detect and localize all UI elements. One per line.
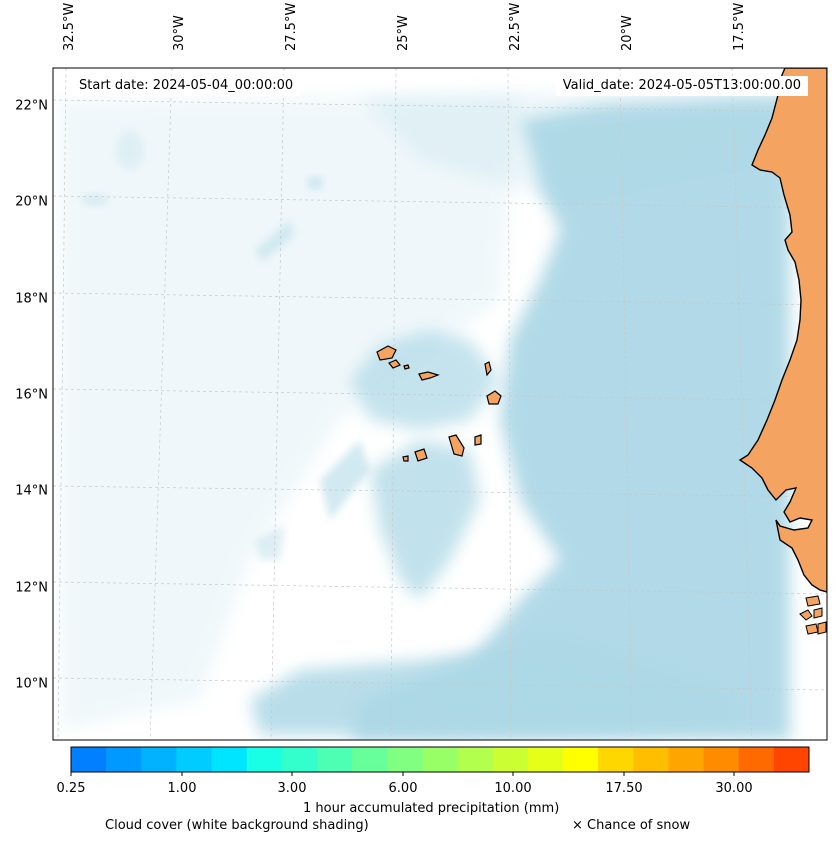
colorbar-tick-label: 30.00 bbox=[715, 781, 753, 796]
cloud-plume-south bbox=[250, 640, 740, 735]
colorbar-segment bbox=[422, 747, 459, 772]
colorbar-segment bbox=[246, 747, 283, 772]
colorbar-segment bbox=[317, 747, 353, 772]
colorbar-segment bbox=[527, 747, 564, 772]
graticule bbox=[53, 68, 827, 740]
lat-tick-label: 10°N bbox=[15, 676, 48, 692]
land-layer bbox=[738, 68, 827, 635]
lat-tick-label: 22°N bbox=[15, 98, 48, 114]
coastal-island-b bbox=[799, 609, 813, 621]
cloud-main-mass bbox=[350, 95, 790, 740]
meridian bbox=[149, 68, 173, 740]
colorbar-segment bbox=[773, 747, 810, 772]
meridian bbox=[390, 68, 397, 740]
lon-tick-label: 17.5°W bbox=[732, 2, 747, 51]
colorbar-segment bbox=[457, 747, 494, 772]
meridian bbox=[57, 68, 67, 740]
lat-tick-label: 20°N bbox=[15, 194, 48, 210]
colorbar-segment bbox=[738, 747, 775, 772]
island-boa-vista bbox=[486, 390, 502, 405]
colorbar-segment bbox=[71, 747, 107, 772]
island-santa-luzia bbox=[403, 364, 410, 370]
island-maio bbox=[474, 434, 482, 446]
cloud-cover-legend: Cloud cover (white background shading) bbox=[105, 818, 369, 833]
colorbar-segment bbox=[668, 747, 705, 772]
colorbar-tick-label: 6.00 bbox=[388, 781, 418, 796]
meridian bbox=[270, 68, 285, 740]
colorbar-segment bbox=[106, 747, 142, 772]
colorbar-segment bbox=[492, 747, 529, 772]
cloud-blob-1 bbox=[307, 176, 323, 190]
coastal-island-a bbox=[805, 595, 821, 607]
cloud-blob-2 bbox=[81, 194, 109, 206]
colorbar-tick-label: 1.00 bbox=[167, 781, 197, 796]
colorbar-tick-marks bbox=[70, 772, 735, 776]
island-sal bbox=[484, 361, 492, 377]
island-fogo bbox=[414, 448, 428, 462]
cloud-streak-2 bbox=[255, 220, 295, 262]
colorbar-segment bbox=[141, 747, 177, 772]
island-santiago bbox=[448, 434, 465, 457]
colorbar-segment bbox=[211, 747, 248, 772]
colorbar-segment bbox=[563, 747, 599, 772]
cloud-streak-3 bbox=[255, 525, 285, 560]
snow-legend: × Chance of snow bbox=[572, 818, 691, 833]
cloud-band-central bbox=[370, 440, 480, 600]
valid-date-label: Valid_date: 2024-05-05T13:00:00.00 bbox=[555, 76, 808, 96]
colorbar-tick-label: 17.50 bbox=[605, 781, 643, 796]
african-coast bbox=[738, 68, 827, 593]
cape-verde-islands bbox=[376, 345, 502, 462]
coastal-island-e bbox=[817, 621, 827, 635]
meridian bbox=[507, 68, 512, 740]
colorbar-segment bbox=[281, 747, 318, 772]
colorbar-segment bbox=[176, 747, 213, 772]
island-brava bbox=[402, 455, 409, 462]
colorbar-segment bbox=[352, 747, 388, 772]
cloud-streak-1 bbox=[320, 440, 370, 520]
lon-tick-label: 30°W bbox=[172, 15, 187, 51]
coastal-island-c bbox=[813, 607, 823, 619]
colorbar-tick-label: 10.00 bbox=[494, 781, 532, 796]
lon-tick-label: 20°W bbox=[620, 15, 635, 51]
lat-tick-label: 14°N bbox=[15, 483, 48, 499]
meridian bbox=[731, 68, 753, 740]
meridian bbox=[619, 68, 633, 740]
lat-tick-label: 12°N bbox=[15, 580, 48, 596]
colorbar-frame bbox=[70, 746, 810, 773]
colorbar-segment bbox=[387, 747, 423, 772]
colorbar bbox=[71, 747, 810, 772]
colorbar-label: 1 hour accumulated precipitation (mm) bbox=[303, 801, 560, 816]
lon-tick-label: 27.5°W bbox=[284, 2, 299, 51]
cloud-faint-west bbox=[60, 95, 520, 730]
cloud-layer bbox=[60, 90, 790, 740]
cloud-blob-3 bbox=[116, 130, 144, 170]
lat-tick-label: 16°N bbox=[15, 387, 48, 403]
colorbar-tick-label: 0.25 bbox=[56, 781, 86, 796]
lon-tick-label: 25°W bbox=[396, 15, 411, 51]
colorbar-segment bbox=[598, 747, 634, 772]
coastal-island-d bbox=[805, 623, 819, 635]
island-sao-vicente bbox=[388, 359, 401, 369]
lat-tick-label: 18°N bbox=[15, 291, 48, 307]
colorbar-segment bbox=[633, 747, 669, 772]
map-frame bbox=[52, 67, 828, 741]
lon-tick-label: 32.5°W bbox=[62, 2, 77, 51]
island-santo-antao bbox=[376, 345, 397, 361]
island-sao-nicolau bbox=[418, 371, 440, 381]
lon-tick-label: 22.5°W bbox=[508, 2, 523, 51]
start-date-label: Start date: 2024-05-04_00:00:00 bbox=[72, 76, 301, 96]
colorbar-tick-label: 3.00 bbox=[277, 781, 307, 796]
colorbar-segment bbox=[703, 747, 740, 772]
